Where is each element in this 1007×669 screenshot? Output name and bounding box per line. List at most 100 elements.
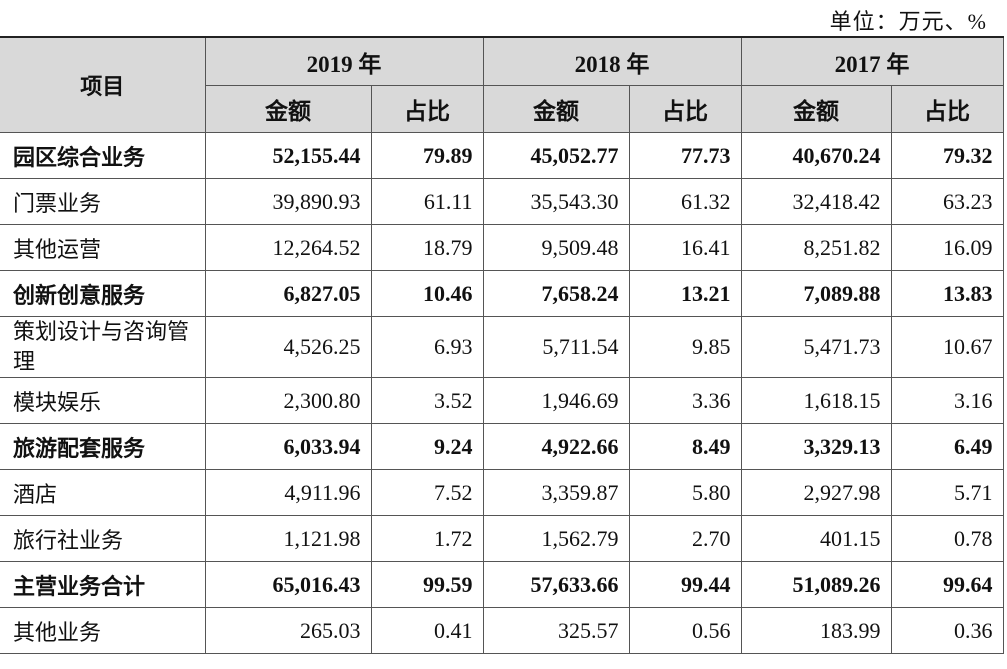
- table-row: 其他运营 12,264.52 18.79 9,509.48 16.41 8,251.82 1…: [0, 224, 1004, 271]
- row-label: 其他业务: [0, 607, 206, 654]
- cell-ratio-2017: 13.83: [890, 270, 1004, 317]
- amount-header: 金额: [204, 85, 372, 133]
- year-header-2017: 2017 年: [740, 36, 1004, 86]
- cell-amount-2018: 57,633.66: [482, 561, 630, 608]
- cell-amount-2019: 52,155.44: [204, 132, 372, 179]
- cell-ratio-2018: 3.36: [628, 377, 742, 424]
- cell-amount-2017: 40,670.24: [740, 132, 892, 179]
- cell-ratio-2017: 10.67: [890, 316, 1004, 378]
- item-column-header: 项目: [0, 36, 206, 133]
- row-label: 酒店: [0, 469, 206, 516]
- cell-amount-2019: 6,827.05: [204, 270, 372, 317]
- year-header-2019: 2019 年: [204, 36, 484, 86]
- cell-ratio-2019: 7.52: [370, 469, 484, 516]
- cell-amount-2019: 6,033.94: [204, 423, 372, 470]
- cell-amount-2018: 4,922.66: [482, 423, 630, 470]
- cell-amount-2018: 1,562.79: [482, 515, 630, 562]
- ratio-header: 占比: [370, 85, 484, 133]
- table-row: 创新创意服务 6,827.05 10.46 7,658.24 13.21 7,089.88…: [0, 270, 1004, 317]
- header-row-years: 项目 2019 年 2018 年 2017 年: [0, 36, 1004, 133]
- cell-ratio-2019: 10.46: [370, 270, 484, 317]
- cell-amount-2017: 1,618.15: [740, 377, 892, 424]
- cell-amount-2018: 5,711.54: [482, 316, 630, 378]
- cell-ratio-2018: 13.21: [628, 270, 742, 317]
- cell-ratio-2017: 0.36: [890, 607, 1004, 654]
- cell-amount-2018: 7,658.24: [482, 270, 630, 317]
- cell-amount-2018: 9,509.48: [482, 224, 630, 271]
- row-label: 园区综合业务: [0, 132, 206, 179]
- cell-ratio-2018: 0.56: [628, 607, 742, 654]
- cell-ratio-2019: 9.24: [370, 423, 484, 470]
- cell-amount-2017: 32,418.42: [740, 178, 892, 225]
- cell-amount-2018: 3,359.87: [482, 469, 630, 516]
- row-label: 旅行社业务: [0, 515, 206, 562]
- cell-amount-2019: 39,890.93: [204, 178, 372, 225]
- unit-note: 单位：万元、%: [829, 9, 987, 34]
- cell-amount-2019: 265.03: [204, 607, 372, 654]
- cell-amount-2018: 325.57: [482, 607, 630, 654]
- cell-amount-2017: 183.99: [740, 607, 892, 654]
- cell-amount-2017: 401.15: [740, 515, 892, 562]
- cell-amount-2019: 4,526.25: [204, 316, 372, 378]
- cell-amount-2017: 5,471.73: [740, 316, 892, 378]
- year-header-2018: 2018 年: [482, 36, 742, 86]
- cell-amount-2019: 4,911.96: [204, 469, 372, 516]
- cell-amount-2019: 2,300.80: [204, 377, 372, 424]
- cell-ratio-2018: 99.44: [628, 561, 742, 608]
- cell-ratio-2017: 79.32: [890, 132, 1004, 179]
- cell-ratio-2019: 1.72: [370, 515, 484, 562]
- table-row: 酒店 4,911.96 7.52 3,359.87 5.80 2,927.98 5.71: [0, 469, 1004, 516]
- cell-ratio-2019: 3.52: [370, 377, 484, 424]
- cell-ratio-2017: 16.09: [890, 224, 1004, 271]
- cell-ratio-2018: 16.41: [628, 224, 742, 271]
- revenue-breakdown-table: 项目 2019 年 2018 年 2017 年 金额 占比 金额 占比 金额 占…: [0, 36, 1004, 654]
- table-row: 旅游配套服务 6,033.94 9.24 4,922.66 8.49 3,329.13 6.…: [0, 423, 1004, 470]
- table-row: 门票业务 39,890.93 61.11 35,543.30 61.32 32,418.4…: [0, 178, 1004, 225]
- table-row: 主营业务合计 65,016.43 99.59 57,633.66 99.44 51,089…: [0, 561, 1004, 608]
- cell-ratio-2019: 0.41: [370, 607, 484, 654]
- cell-ratio-2017: 63.23: [890, 178, 1004, 225]
- cell-amount-2019: 12,264.52: [204, 224, 372, 271]
- table-row: 其他业务 265.03 0.41 325.57 0.56 183.99 0.36: [0, 607, 1004, 654]
- table-row: 园区综合业务 52,155.44 79.89 45,052.77 77.73 40,670…: [0, 132, 1004, 179]
- row-label: 创新创意服务: [0, 270, 206, 317]
- cell-amount-2017: 51,089.26: [740, 561, 892, 608]
- cell-ratio-2017: 99.64: [890, 561, 1004, 608]
- cell-amount-2019: 65,016.43: [204, 561, 372, 608]
- cell-ratio-2019: 99.59: [370, 561, 484, 608]
- table-row: 策划设计与咨询管理 4,526.25 6.93 5,711.54 9.85 5,471.7…: [0, 316, 1004, 378]
- row-label: 主营业务合计: [0, 561, 206, 608]
- amount-header: 金额: [740, 85, 892, 133]
- cell-ratio-2018: 2.70: [628, 515, 742, 562]
- cell-amount-2017: 8,251.82: [740, 224, 892, 271]
- cell-ratio-2018: 8.49: [628, 423, 742, 470]
- table-body: 园区综合业务 52,155.44 79.89 45,052.77 77.73 40,670…: [0, 132, 1004, 654]
- header-row-subcolumns: 金额 占比 金额 占比 金额 占比: [0, 85, 1004, 133]
- table-row: 模块娱乐 2,300.80 3.52 1,946.69 3.36 1,618.15 3.16: [0, 377, 1004, 424]
- cell-amount-2018: 45,052.77: [482, 132, 630, 179]
- cell-ratio-2019: 6.93: [370, 316, 484, 378]
- cell-amount-2017: 2,927.98: [740, 469, 892, 516]
- row-label: 策划设计与咨询管理: [0, 316, 206, 378]
- row-label: 门票业务: [0, 178, 206, 225]
- row-label: 其他运营: [0, 224, 206, 271]
- cell-ratio-2017: 3.16: [890, 377, 1004, 424]
- cell-ratio-2019: 18.79: [370, 224, 484, 271]
- row-label: 旅游配套服务: [0, 423, 206, 470]
- cell-amount-2019: 1,121.98: [204, 515, 372, 562]
- amount-header: 金额: [482, 85, 630, 133]
- ratio-header: 占比: [628, 85, 742, 133]
- ratio-header: 占比: [890, 85, 1004, 133]
- row-label: 模块娱乐: [0, 377, 206, 424]
- cell-amount-2018: 35,543.30: [482, 178, 630, 225]
- cell-ratio-2017: 0.78: [890, 515, 1004, 562]
- cell-amount-2018: 1,946.69: [482, 377, 630, 424]
- cell-amount-2017: 3,329.13: [740, 423, 892, 470]
- cell-ratio-2019: 61.11: [370, 178, 484, 225]
- table-row: 旅行社业务 1,121.98 1.72 1,562.79 2.70 401.15 0.78: [0, 515, 1004, 562]
- cell-ratio-2017: 5.71: [890, 469, 1004, 516]
- cell-ratio-2018: 5.80: [628, 469, 742, 516]
- cell-ratio-2018: 77.73: [628, 132, 742, 179]
- cell-ratio-2017: 6.49: [890, 423, 1004, 470]
- cell-ratio-2018: 61.32: [628, 178, 742, 225]
